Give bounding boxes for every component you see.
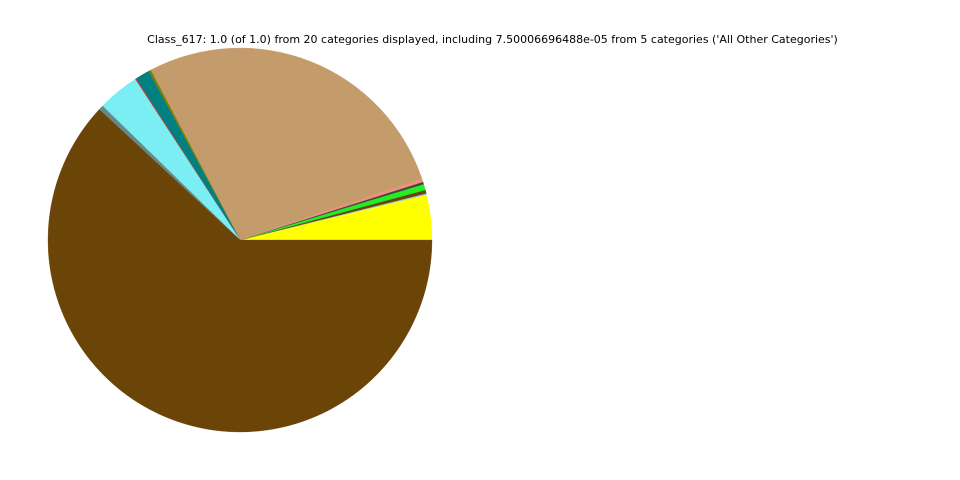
chart-title: Class_617: 1.0 (of 1.0) from 20 categori… xyxy=(147,33,838,46)
pie-slice-12 xyxy=(47,109,433,433)
pie-slice-6 xyxy=(150,47,423,241)
